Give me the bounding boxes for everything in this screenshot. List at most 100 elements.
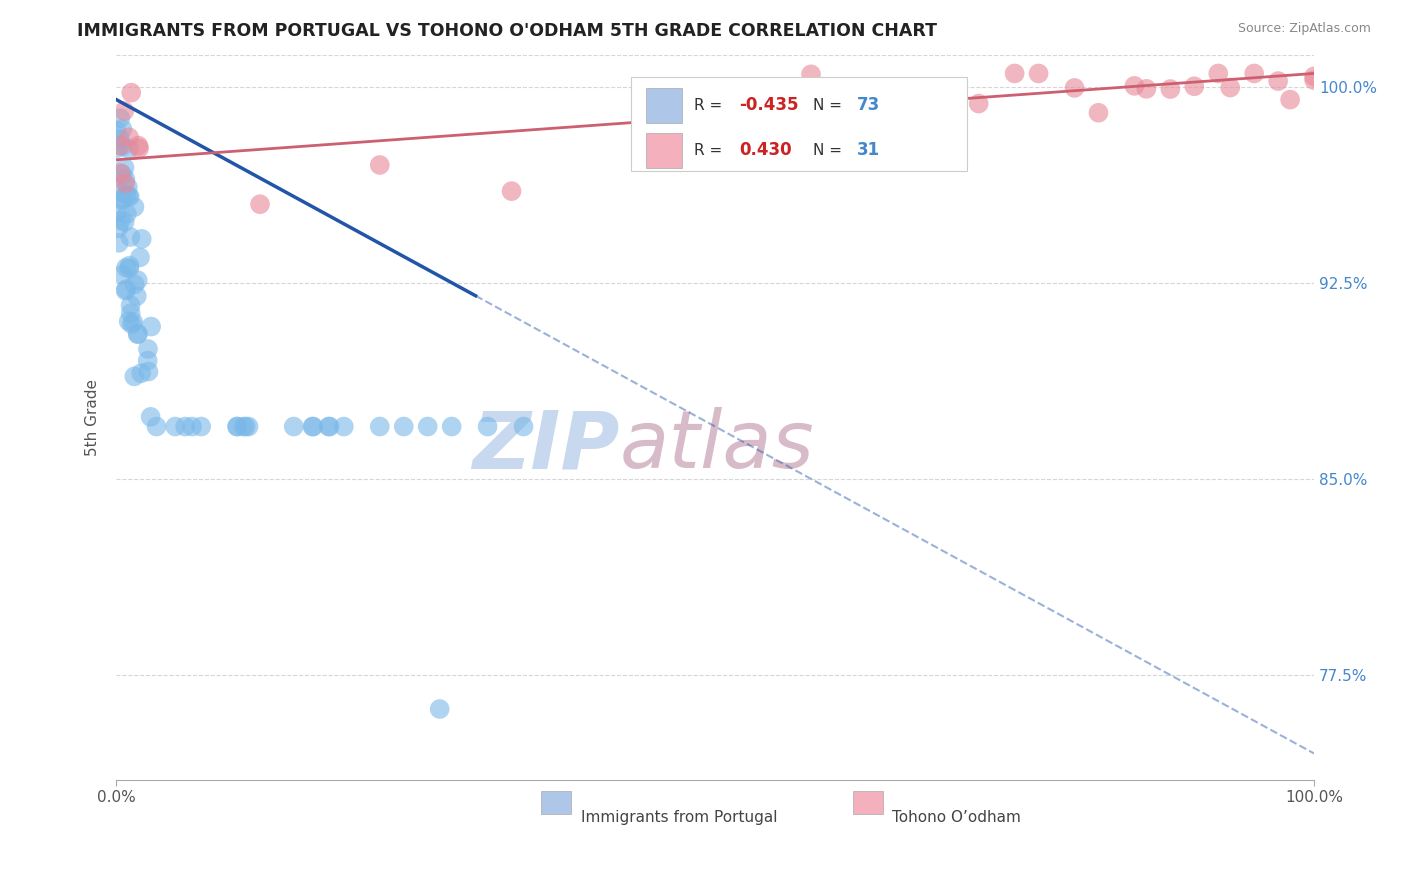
Point bbox=[1004, 66, 1026, 80]
Point bbox=[859, 80, 882, 95]
Point bbox=[392, 419, 415, 434]
Text: N =: N = bbox=[814, 143, 848, 158]
Point bbox=[124, 369, 146, 384]
Point bbox=[416, 419, 439, 434]
FancyBboxPatch shape bbox=[541, 791, 571, 814]
Point bbox=[704, 101, 727, 115]
Point bbox=[111, 122, 134, 136]
Text: atlas: atlas bbox=[620, 408, 814, 485]
Point bbox=[1303, 73, 1326, 87]
Point bbox=[120, 306, 142, 320]
Point bbox=[141, 319, 163, 334]
Point bbox=[920, 88, 942, 103]
Point bbox=[800, 67, 823, 81]
Point bbox=[127, 138, 149, 153]
Point bbox=[283, 419, 305, 434]
Text: R =: R = bbox=[693, 97, 727, 112]
Point bbox=[501, 184, 523, 198]
Point bbox=[108, 138, 131, 153]
Point bbox=[1087, 105, 1109, 120]
Point bbox=[105, 123, 128, 137]
Point bbox=[1267, 74, 1289, 88]
Text: N =: N = bbox=[814, 97, 848, 112]
Point bbox=[318, 419, 340, 434]
Point bbox=[165, 419, 187, 434]
Point bbox=[125, 289, 148, 303]
Point bbox=[107, 221, 129, 235]
Point bbox=[120, 86, 142, 100]
Point bbox=[110, 186, 132, 200]
FancyBboxPatch shape bbox=[645, 133, 682, 168]
FancyBboxPatch shape bbox=[645, 87, 682, 122]
Point bbox=[429, 702, 451, 716]
Point bbox=[110, 111, 132, 125]
Point bbox=[318, 419, 340, 434]
Point bbox=[1219, 80, 1241, 95]
Point bbox=[368, 158, 391, 172]
Text: -0.435: -0.435 bbox=[740, 96, 799, 114]
Point bbox=[1243, 66, 1265, 80]
Point bbox=[131, 232, 153, 246]
Point bbox=[1123, 78, 1146, 93]
Point bbox=[114, 177, 136, 191]
Point bbox=[118, 261, 141, 276]
Point bbox=[129, 250, 152, 264]
Point bbox=[118, 188, 141, 202]
Text: Tohono O’odham: Tohono O’odham bbox=[893, 810, 1021, 825]
Point bbox=[249, 197, 271, 211]
Text: 73: 73 bbox=[856, 96, 880, 114]
Point bbox=[1279, 93, 1302, 107]
Point bbox=[120, 298, 142, 312]
Point bbox=[333, 419, 356, 434]
Point bbox=[1182, 79, 1205, 94]
Point bbox=[118, 314, 141, 328]
Point bbox=[138, 365, 160, 379]
Point bbox=[111, 139, 134, 153]
Point bbox=[110, 166, 132, 180]
Point bbox=[127, 326, 149, 341]
Point bbox=[115, 260, 138, 275]
Point bbox=[139, 409, 162, 424]
Point bbox=[440, 419, 463, 434]
Point bbox=[1303, 70, 1326, 84]
Point bbox=[301, 419, 323, 434]
FancyBboxPatch shape bbox=[631, 77, 967, 171]
Point bbox=[190, 419, 212, 434]
Point bbox=[226, 419, 249, 434]
Point bbox=[111, 193, 134, 207]
Text: 31: 31 bbox=[856, 141, 880, 160]
Point bbox=[1028, 66, 1050, 80]
Point bbox=[124, 277, 146, 292]
Text: IMMIGRANTS FROM PORTUGAL VS TOHONO O'ODHAM 5TH GRADE CORRELATION CHART: IMMIGRANTS FROM PORTUGAL VS TOHONO O'ODH… bbox=[77, 22, 938, 40]
Point bbox=[111, 268, 134, 282]
Point bbox=[1206, 66, 1229, 80]
Point bbox=[118, 259, 141, 273]
Point bbox=[107, 141, 129, 155]
Point bbox=[122, 315, 145, 329]
Point bbox=[235, 419, 257, 434]
Point bbox=[118, 130, 141, 145]
Point bbox=[136, 353, 159, 368]
Text: Source: ZipAtlas.com: Source: ZipAtlas.com bbox=[1237, 22, 1371, 36]
Point bbox=[120, 230, 142, 244]
Point bbox=[368, 419, 391, 434]
Point bbox=[226, 419, 249, 434]
Point bbox=[115, 207, 138, 221]
Text: R =: R = bbox=[693, 143, 727, 158]
Point bbox=[512, 419, 534, 434]
FancyBboxPatch shape bbox=[853, 791, 883, 814]
Point bbox=[129, 366, 152, 380]
Point bbox=[302, 419, 325, 434]
Point bbox=[111, 192, 134, 206]
Point bbox=[117, 180, 139, 194]
Point bbox=[112, 103, 135, 118]
Point bbox=[127, 273, 149, 287]
Point bbox=[1135, 82, 1157, 96]
Point bbox=[967, 96, 990, 111]
Point bbox=[232, 419, 254, 434]
Point bbox=[107, 235, 129, 250]
Text: Immigrants from Portugal: Immigrants from Portugal bbox=[581, 810, 778, 825]
Point bbox=[1063, 81, 1085, 95]
Point bbox=[114, 284, 136, 298]
Point bbox=[110, 213, 132, 227]
